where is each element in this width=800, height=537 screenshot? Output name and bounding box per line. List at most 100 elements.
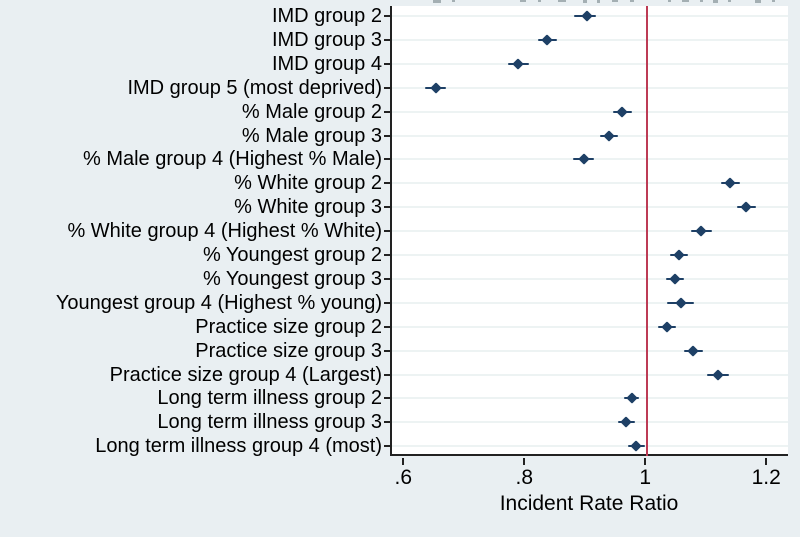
y-axis-tick <box>384 349 390 352</box>
cropped-title-glyph-fragment <box>597 0 600 3</box>
y-axis-tick <box>384 445 390 448</box>
category-label: Practice size group 4 (Largest) <box>109 363 382 386</box>
cropped-title-glyph-fragment <box>682 0 689 2</box>
y-axis-tick <box>384 110 390 113</box>
category-label: % Youngest group 3 <box>202 267 382 290</box>
x-axis-tick <box>644 458 647 465</box>
horizontal-gridline <box>392 182 788 185</box>
y-axis-tick <box>384 301 390 304</box>
category-label: % Male group 3 <box>241 124 382 147</box>
horizontal-gridline <box>392 230 788 233</box>
cropped-title-glyph-fragment <box>772 0 775 2</box>
x-axis-tick-label: 1 <box>639 466 652 489</box>
point-estimate-marker <box>581 10 593 22</box>
cropped-title-glyph-fragment <box>700 0 703 2</box>
y-axis-tick <box>384 397 390 400</box>
point-estimate-marker <box>661 321 673 333</box>
y-axis-tick <box>384 373 390 376</box>
horizontal-gridline <box>392 397 788 400</box>
y-axis-tick <box>384 254 390 256</box>
horizontal-gridline <box>392 38 788 41</box>
y-axis-tick <box>384 134 390 137</box>
horizontal-gridline <box>392 206 788 209</box>
x-axis-tick-label: .6 <box>394 466 413 489</box>
category-label: IMD group 3 <box>271 28 382 51</box>
point-estimate-marker <box>687 344 699 357</box>
point-estimate-marker <box>630 440 643 452</box>
cropped-title-glyph-fragment <box>728 0 731 2</box>
horizontal-gridline <box>392 349 788 352</box>
horizontal-gridline <box>392 421 788 424</box>
point-estimate-marker <box>616 105 628 118</box>
x-axis-tick-label: 1.2 <box>751 466 781 489</box>
category-label: % Male group 4 (Highest % Male) <box>82 148 382 171</box>
category-label: Long term illness group 3 <box>157 411 382 434</box>
point-estimate-marker <box>669 273 681 285</box>
y-axis-tick <box>384 230 390 233</box>
point-estimate-marker <box>541 34 554 46</box>
point-estimate-marker <box>512 58 525 70</box>
point-estimate-marker <box>674 297 687 309</box>
category-label: IMD group 4 <box>271 52 382 75</box>
reference-line-irr-1 <box>646 6 649 456</box>
category-label: % White group 2 <box>234 172 382 195</box>
horizontal-gridline <box>392 110 788 113</box>
point-estimate-marker <box>429 82 442 94</box>
x-axis-tick <box>523 458 526 465</box>
cropped-title-glyph-fragment <box>558 0 566 2</box>
point-estimate-marker <box>673 249 685 261</box>
category-label: Long term illness group 2 <box>157 387 382 410</box>
point-estimate-marker <box>603 129 615 142</box>
y-axis-tick <box>384 325 390 328</box>
horizontal-gridline <box>392 373 788 376</box>
point-estimate-marker <box>625 392 638 405</box>
cropped-title-glyph-fragment <box>520 0 526 2</box>
horizontal-gridline <box>392 445 788 448</box>
y-axis-tick <box>384 206 390 209</box>
category-label: Long term illness group 4 (most) <box>95 435 382 458</box>
point-estimate-marker <box>620 416 632 428</box>
y-axis-tick <box>384 38 390 41</box>
point-estimate-marker <box>578 153 590 166</box>
cropped-title-glyph-fragment <box>452 0 455 2</box>
y-axis-tick <box>384 15 390 17</box>
point-estimate-marker <box>724 177 736 189</box>
point-estimate-marker <box>695 225 707 237</box>
horizontal-gridline <box>392 277 788 280</box>
y-axis-tick <box>384 182 390 185</box>
category-label: % Youngest group 2 <box>202 244 382 266</box>
category-label: Youngest group 4 (Highest % young) <box>55 291 382 314</box>
horizontal-gridline <box>392 62 788 65</box>
category-label: % White group 3 <box>234 196 382 219</box>
point-estimate-marker <box>740 201 752 213</box>
x-axis-tick <box>402 458 405 465</box>
cropped-title-glyph-fragment <box>630 0 634 2</box>
y-axis-tick <box>384 277 390 280</box>
cropped-title-glyph-fragment <box>433 0 441 3</box>
cropped-title-glyph-fragment <box>583 0 587 3</box>
horizontal-gridline <box>392 254 788 256</box>
cropped-title-glyph-fragment <box>538 0 541 2</box>
category-label: % Male group 2 <box>241 100 382 123</box>
horizontal-gridline <box>392 134 788 137</box>
cropped-title-glyph-fragment <box>612 0 618 2</box>
horizontal-gridline <box>392 325 788 328</box>
category-label: IMD group 5 (most deprived) <box>127 76 382 99</box>
cropped-title-glyph-fragment <box>755 0 761 3</box>
cropped-title-glyph-fragment <box>668 0 671 2</box>
category-label: IMD group 2 <box>271 5 382 27</box>
category-label: Practice size group 3 <box>195 339 382 362</box>
x-axis-tick-label: .8 <box>515 466 534 489</box>
y-axis-tick <box>384 421 390 424</box>
horizontal-gridline <box>392 86 788 89</box>
x-axis-title: Incident Rate Ratio <box>499 492 679 515</box>
y-axis-tick <box>384 158 390 161</box>
category-label: Practice size group 2 <box>195 315 382 338</box>
y-axis-tick <box>384 86 390 89</box>
plot-area <box>390 6 788 456</box>
point-estimate-marker <box>712 368 724 381</box>
cropped-title-glyph-fragment <box>713 0 718 3</box>
x-axis-tick <box>765 458 768 465</box>
category-label: % White group 4 (Highest % White) <box>67 220 382 243</box>
